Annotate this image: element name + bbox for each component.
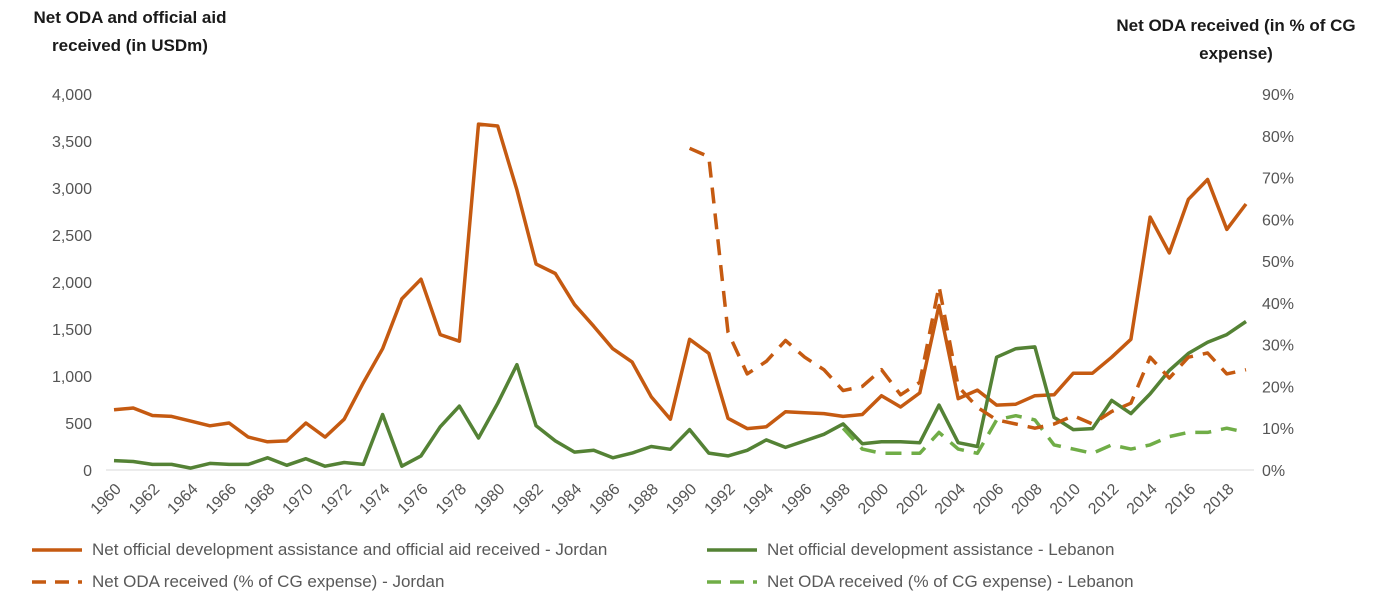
left-axis-title-line-2: received (in USDm) [52,36,208,55]
left-tick-label: 0 [83,463,92,480]
right-tick-label: 30% [1262,338,1294,355]
x-tick-label: 1962 [126,481,163,518]
x-tick-label: 1988 [625,481,662,518]
series-line-jordan-pct [688,146,1247,430]
legend-item-jordan-pct: Net ODA received (% of CG expense) - Jor… [30,572,444,592]
legend-label-lebanon-pct: Net ODA received (% of CG expense) - Leb… [767,572,1134,591]
left-tick-label: 500 [65,416,92,433]
x-tick-label: 1976 [395,481,432,518]
series-line-lebanon-oda [113,320,1247,470]
x-tick-label: 1968 [241,481,278,518]
series-lines [113,122,1248,470]
left-tick-label: 2,000 [52,275,92,292]
line-chart: 05001,0001,5002,0002,5003,0003,5004,000 … [52,87,1294,518]
x-tick-label: 1990 [663,481,700,518]
legend-swatch-lebanon-pct [707,580,757,584]
left-tick-label: 1,000 [52,369,92,386]
x-tick-label: 1970 [280,481,317,518]
right-tick-label: 50% [1262,254,1294,271]
x-tick-label: 2018 [1200,481,1237,518]
x-tick-label: 1966 [203,481,240,518]
right-axis-title-line-1: Net ODA received (in % of CG [1116,16,1356,35]
x-tick-label: 1964 [164,481,201,518]
legend-item-lebanon-pct: Net ODA received (% of CG expense) - Leb… [705,572,1134,592]
x-tick-label: 1978 [433,481,470,518]
right-axis-ticks: 0% 10% 20% 30% 40% 50% 60% 70% 80% 90% [1262,87,1294,480]
legend: Net official development assistance and … [30,538,1370,602]
x-tick-label: 2016 [1162,481,1199,518]
x-tick-label: 1986 [586,481,623,518]
left-axis-title: Net ODA and official aid received (in US… [10,4,250,60]
left-axis-ticks: 0 500 1,000 1,500 2,000 2,500 3,000 3,500 4,000 [52,87,92,480]
right-axis-title: Net ODA received (in % of CG expense) [1101,12,1371,68]
legend-item-jordan-aid: Net official development assistance and … [30,540,607,560]
legend-swatch-jordan-pct [32,580,82,584]
legend-item-lebanon-oda: Net official development assistance - Le… [705,540,1114,560]
right-tick-label: 90% [1262,87,1294,104]
right-tick-label: 80% [1262,129,1294,146]
legend-label-jordan-pct: Net ODA received (% of CG expense) - Jor… [92,572,445,591]
left-tick-label: 1,500 [52,322,92,339]
right-tick-label: 20% [1262,379,1294,396]
right-tick-label: 10% [1262,421,1294,438]
x-tick-label: 2008 [1009,481,1046,518]
legend-swatch-jordan-aid [32,548,82,552]
x-tick-label: 1982 [510,481,547,518]
x-tick-label: 2000 [855,481,892,518]
legend-swatch-lebanon-oda [707,548,757,552]
series-line-jordan-aid [113,122,1248,444]
x-tick-label: 1984 [548,481,585,518]
left-tick-label: 4,000 [52,87,92,104]
x-tick-label: 1974 [356,481,393,518]
left-tick-label: 2,500 [52,228,92,245]
right-tick-label: 0% [1262,463,1285,480]
x-tick-label: 2002 [893,481,930,518]
legend-label-lebanon-oda: Net official development assistance - Le… [767,540,1115,559]
x-tick-label: 1992 [702,481,739,518]
x-tick-label: 2004 [932,481,969,518]
left-tick-label: 3,500 [52,134,92,151]
x-tick-label: 2012 [1085,481,1122,518]
right-tick-label: 40% [1262,296,1294,313]
x-tick-label: 1980 [471,481,508,518]
x-tick-label: 1972 [318,481,355,518]
series-line-lebanon-pct [841,413,1247,456]
x-tick-label: 1996 [778,481,815,518]
legend-label-jordan-aid: Net official development assistance and … [92,540,608,559]
x-tick-label: 2006 [970,481,1007,518]
left-axis-title-line-1: Net ODA and official aid [33,8,227,27]
x-tick-label: 1998 [817,481,854,518]
x-axis-ticks: 1960 1962 1964 1966 1968 1970 1972 1974 1976 1978… [88,481,1238,518]
x-tick-label: 1960 [88,481,125,518]
right-axis-title-line-2: expense) [1199,44,1273,63]
right-tick-label: 60% [1262,212,1294,229]
left-tick-label: 3,000 [52,181,92,198]
right-tick-label: 70% [1262,171,1294,188]
x-tick-label: 1994 [740,481,777,518]
x-tick-label: 2010 [1047,481,1084,518]
x-tick-label: 2014 [1124,481,1161,518]
